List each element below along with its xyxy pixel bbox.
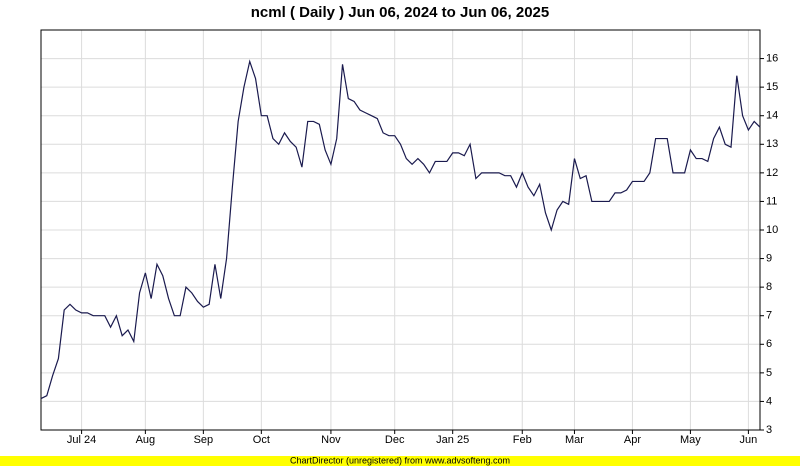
y-tick-label: 10 [766, 224, 778, 236]
x-tick-label: Jul 24 [67, 434, 96, 446]
y-tick-label: 11 [766, 195, 777, 207]
x-tick-label: Jan 25 [436, 434, 469, 446]
footer: ChartDirector (unregistered) from www.ad… [290, 455, 510, 465]
y-tick-label: 3 [766, 424, 772, 436]
y-tick-label: 7 [766, 310, 772, 322]
price-line [40, 59, 761, 400]
y-tick-label: 15 [766, 81, 778, 93]
y-tick-label: 16 [766, 52, 778, 64]
x-tick-label: Jun [740, 434, 758, 446]
y-tick-label: 14 [766, 110, 778, 122]
x-tick-label: Oct [253, 434, 270, 446]
y-tick-label: 8 [766, 281, 772, 293]
x-tick-label: Apr [624, 434, 641, 446]
y-tick-label: 12 [766, 167, 778, 179]
y-tick-label: 13 [766, 138, 778, 150]
x-tick-label: Sep [194, 434, 214, 446]
x-tick-label: Mar [565, 434, 584, 446]
y-tick-label: 4 [766, 395, 772, 407]
y-tick-label: 5 [766, 367, 772, 379]
chart-title: ncml ( Daily ) Jun 06, 2024 to Jun 06, 2… [251, 4, 549, 21]
plot-frame [40, 29, 761, 431]
x-tick-label: May [680, 434, 701, 446]
x-tick-label: Nov [321, 434, 341, 446]
x-tick-label: Aug [136, 434, 156, 446]
footer-bar [0, 456, 800, 466]
y-tick-label: 6 [766, 338, 772, 350]
y-tick-label: 9 [766, 252, 772, 264]
x-tick-label: Dec [385, 434, 405, 446]
x-tick-label: Feb [513, 434, 532, 446]
